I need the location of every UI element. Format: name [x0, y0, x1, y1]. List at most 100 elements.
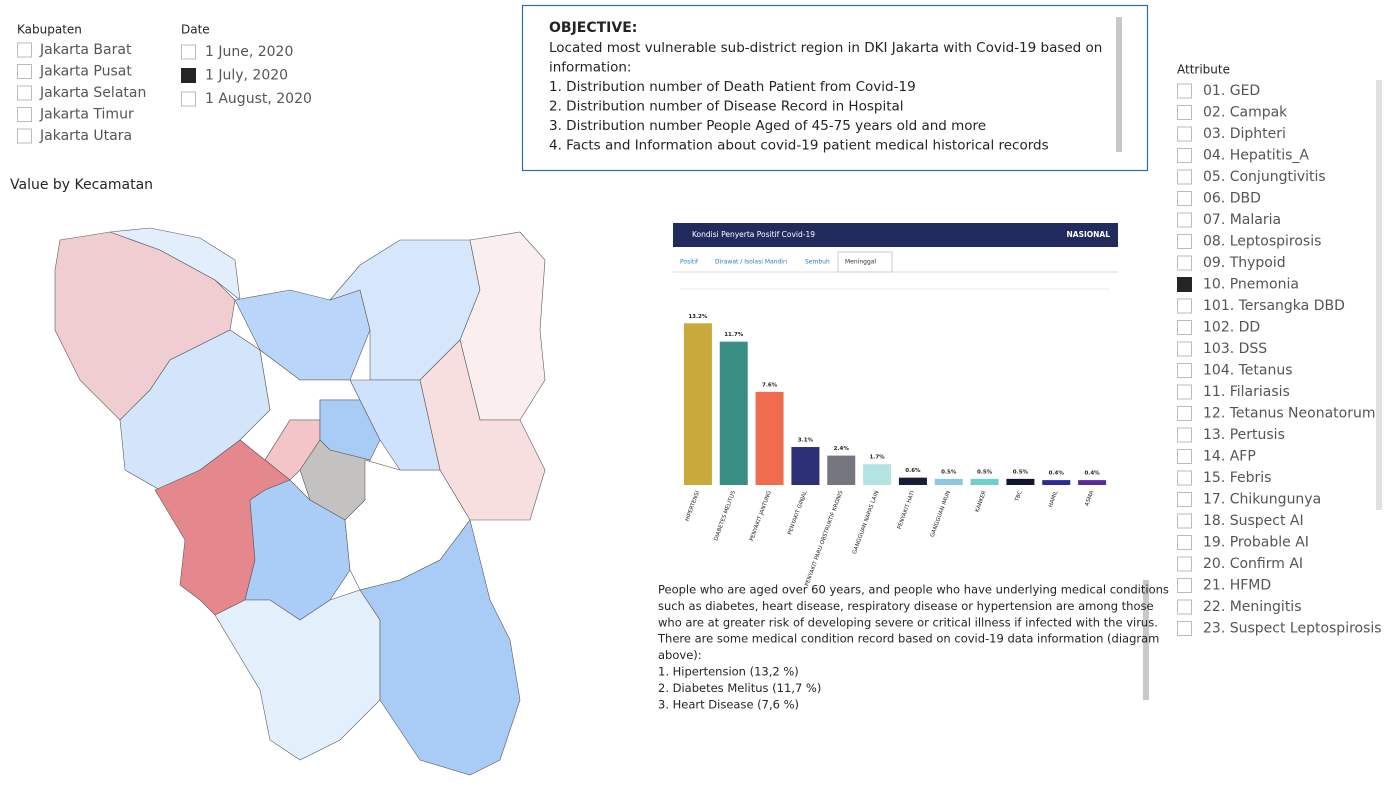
checkbox[interactable] — [1177, 556, 1192, 572]
slicer-item[interactable]: Jakarta Pusat — [39, 64, 132, 80]
slicer-item[interactable]: 11. Filariasis — [1203, 384, 1290, 400]
scrollbar[interactable] — [1143, 580, 1149, 700]
checkbox[interactable] — [1177, 384, 1192, 400]
checkbox[interactable] — [1177, 427, 1192, 443]
checkbox[interactable] — [17, 107, 32, 122]
objective-line: 3. Distribution number People Aged of 45… — [549, 118, 986, 134]
slicer-item[interactable]: 21. HFMD — [1203, 578, 1271, 594]
slicer-item[interactable]: 23. Suspect Leptospirosis — [1203, 621, 1382, 637]
slicer-item[interactable]: 17. Chikungunya — [1203, 492, 1321, 508]
slicer-item[interactable]: 03. Diphteri — [1203, 126, 1286, 142]
slicer-item[interactable]: Jakarta Utara — [39, 128, 132, 144]
checkbox[interactable] — [1177, 298, 1192, 314]
checkbox[interactable] — [1177, 126, 1192, 142]
checkbox[interactable] — [181, 91, 196, 107]
bar — [1078, 480, 1107, 485]
slicer-item[interactable]: 07. Malaria — [1203, 212, 1281, 228]
checkbox[interactable] — [1177, 621, 1192, 636]
x-tick-label: ASMA — [1084, 490, 1095, 507]
slicer-item[interactable]: 05. Conjungtivitis — [1203, 169, 1326, 185]
slicer-item[interactable]: 08. Leptospirosis — [1203, 234, 1321, 250]
slicer-item[interactable]: Jakarta Barat — [39, 42, 132, 58]
checkbox[interactable] — [1177, 578, 1192, 593]
slicer-item[interactable]: 12. Tetanus Neonatorum — [1203, 406, 1375, 422]
slicer-item[interactable]: 101. Tersangka DBD — [1203, 298, 1345, 314]
checkbox[interactable] — [1177, 234, 1192, 249]
slicer-item[interactable]: 20. Confirm AI — [1203, 556, 1303, 572]
slicer-item[interactable]: 1 July, 2020 — [205, 68, 288, 84]
checkbox[interactable] — [1177, 255, 1192, 271]
checkbox[interactable] — [1177, 341, 1192, 357]
slicer-item[interactable]: 01. GED — [1203, 83, 1260, 99]
slicer-item[interactable]: 1 August, 2020 — [205, 91, 312, 107]
slicer-item[interactable]: 14. AFP — [1203, 449, 1256, 465]
slicer-item[interactable]: 104. Tetanus — [1203, 363, 1293, 379]
checkbox[interactable] — [1177, 470, 1192, 486]
slicer-item[interactable]: 10. Pnemonia — [1203, 277, 1299, 293]
slicer-item[interactable]: 18. Suspect AI — [1203, 513, 1304, 529]
checkbox[interactable] — [17, 64, 32, 79]
checkbox[interactable] — [1177, 320, 1192, 335]
slicer-item[interactable]: 13. Pertusis — [1203, 427, 1285, 443]
bar — [719, 341, 748, 485]
data-label: 1.7% — [869, 455, 885, 461]
checkbox[interactable] — [1177, 363, 1192, 378]
note-line: 3. Heart Disease (7,6 %) — [658, 697, 799, 711]
active-tab[interactable] — [837, 251, 893, 273]
checkbox[interactable] — [1177, 212, 1192, 228]
bar — [1042, 480, 1071, 485]
checkbox[interactable] — [1177, 535, 1192, 550]
checkbox[interactable] — [1177, 449, 1192, 464]
bar — [970, 478, 999, 485]
slicer-item[interactable]: Jakarta Timur — [39, 107, 134, 123]
checkbox[interactable] — [17, 128, 32, 144]
note-line: 2. Diabetes Melitus (11,7 %) — [658, 681, 821, 695]
kabupaten-title: Kabupaten — [17, 23, 82, 37]
checkbox[interactable] — [1177, 105, 1192, 120]
checkbox[interactable] — [17, 85, 32, 101]
note-line: above): — [658, 648, 702, 662]
slicer-item[interactable]: 22. Meningitis — [1203, 599, 1302, 615]
tab[interactable]: Positif — [680, 259, 699, 266]
checkbox[interactable] — [1177, 406, 1192, 421]
checkbox[interactable] — [1177, 83, 1192, 99]
data-label: 0.5% — [1013, 469, 1029, 475]
slicer-item[interactable]: 1 June, 2020 — [205, 44, 293, 60]
tab[interactable]: Sembuh — [805, 259, 830, 266]
scrollbar[interactable] — [1376, 80, 1382, 510]
tab[interactable]: Meninggal — [845, 259, 876, 266]
data-label: 2.4% — [834, 446, 850, 452]
checkbox[interactable] — [1177, 492, 1192, 507]
note-line: such as diabetes, heart disease, respira… — [658, 599, 1154, 613]
scrollbar[interactable] — [1116, 17, 1122, 152]
checkbox[interactable] — [17, 42, 32, 58]
slicer-item[interactable]: 06. DBD — [1203, 191, 1261, 207]
slicer-item[interactable]: 02. Campak — [1203, 105, 1288, 121]
checkbox[interactable] — [1177, 148, 1192, 163]
checkbox[interactable] — [1177, 277, 1192, 292]
tab[interactable]: Dirawat / Isolasi Mandiri — [715, 259, 787, 266]
checkbox[interactable] — [1177, 599, 1192, 615]
checkbox[interactable] — [181, 68, 196, 83]
note-line: There are some medical condition record … — [657, 632, 1159, 646]
slicer-item[interactable]: 15. Febris — [1203, 470, 1271, 486]
checkbox[interactable] — [1177, 169, 1192, 185]
chart-title: Kondisi Penyerta Positif Covid-19 — [692, 230, 815, 239]
slicer-item[interactable]: 19. Probable AI — [1203, 535, 1309, 551]
checkbox[interactable] — [1177, 513, 1192, 529]
data-label: 13.2% — [688, 314, 708, 320]
chart-header — [673, 223, 1118, 247]
slicer-item[interactable]: 04. Hepatitis_A — [1203, 148, 1309, 164]
checkbox[interactable] — [181, 44, 196, 60]
slicer-item[interactable]: 102. DD — [1203, 320, 1260, 336]
date-title: Date — [181, 23, 210, 37]
data-label: 7.6% — [762, 382, 778, 388]
slicer-item[interactable]: 09. Thypoid — [1203, 255, 1286, 271]
map — [54, 227, 546, 776]
slicer-item[interactable]: Jakarta Selatan — [39, 85, 146, 101]
checkbox[interactable] — [1177, 191, 1192, 206]
bar — [863, 464, 892, 485]
data-label: 0.4% — [1049, 471, 1065, 477]
slicer-item[interactable]: 103. DSS — [1203, 341, 1267, 357]
